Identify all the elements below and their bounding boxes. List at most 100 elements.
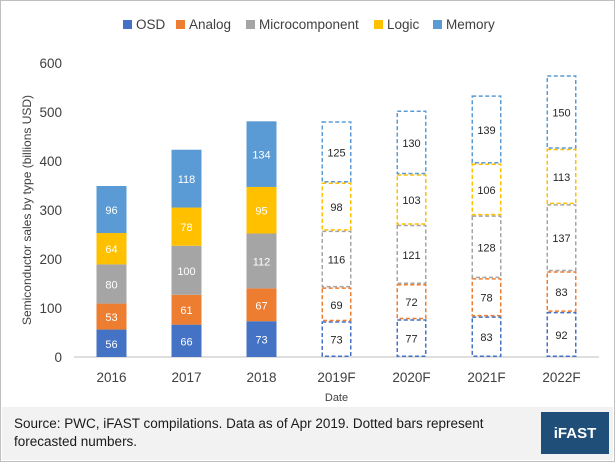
data-label: 83	[480, 332, 492, 344]
data-label: 106	[477, 185, 495, 197]
y-tick-label: 400	[39, 154, 62, 169]
data-label: 113	[553, 172, 571, 184]
data-label: 80	[105, 279, 117, 291]
data-label: 61	[180, 305, 192, 317]
bar-logic-2020f	[396, 174, 427, 225]
y-tick-label: 200	[39, 252, 62, 267]
data-label: 121	[402, 250, 420, 262]
bar-osd-2021f	[471, 316, 502, 357]
data-label: 139	[477, 125, 495, 137]
data-label: 103	[402, 195, 420, 207]
legend-swatch-analog	[176, 20, 185, 29]
y-tick-label: 300	[39, 203, 62, 218]
data-label: 130	[402, 138, 420, 150]
bar-memory-2020f	[396, 110, 427, 175]
bar-logic-2022f	[546, 148, 577, 205]
x-tick-label: 2016	[96, 370, 126, 385]
footer: Source: PWC, iFAST compilations. Data as…	[2, 407, 613, 460]
bar-memory-2017	[171, 149, 202, 208]
bar-memory-2021f	[471, 95, 502, 164]
data-label: 56	[105, 339, 117, 351]
bar-logic-2017	[171, 207, 202, 246]
x-tick-label: 2019F	[317, 370, 355, 385]
data-label: 72	[405, 297, 417, 309]
bar-microcomponent-2017	[171, 245, 202, 295]
bar-osd-2019f	[321, 321, 352, 358]
data-label: 77	[405, 334, 417, 346]
data-label: 116	[328, 255, 346, 267]
data-label: 69	[330, 300, 342, 312]
x-tick-label: 2022F	[542, 370, 580, 385]
data-label: 78	[480, 293, 492, 305]
y-tick-label: 0	[54, 350, 62, 365]
bar-osd-2016	[96, 329, 127, 357]
data-label: 118	[178, 174, 196, 186]
bar-logic-2019f	[321, 182, 352, 231]
data-label: 78	[180, 222, 192, 234]
stacked-bar-chart: OSD Analog Microcomponent Logic Memory 0 100 20…	[20, 17, 599, 404]
x-axis-title: Date	[325, 392, 348, 404]
data-label: 73	[330, 335, 342, 347]
data-label: 53	[105, 312, 117, 324]
bar-analog-2017	[171, 294, 202, 325]
bar-osd-2018	[246, 321, 277, 357]
bar-microcomponent-2018	[246, 233, 277, 289]
bar-microcomponent-2020f	[396, 224, 427, 284]
bar-analog-2019f	[321, 287, 352, 322]
ifast-logo: iFAST	[541, 412, 609, 454]
bar-microcomponent-2021f	[471, 215, 502, 279]
data-label: 67	[255, 300, 267, 312]
bar-osd-2022f	[546, 311, 577, 358]
data-label: 125	[327, 147, 345, 159]
data-label: 96	[105, 205, 117, 217]
bar-analog-2022f	[546, 271, 577, 312]
y-tick-label: 100	[39, 301, 62, 316]
data-label: 98	[330, 202, 342, 214]
data-label: 64	[105, 244, 117, 256]
source-note: Source: PWC, iFAST compilations. Data as…	[14, 416, 484, 449]
bar-analog-2020f	[396, 283, 427, 320]
y-axis-title: Semiconductor sales by type (billions US…	[20, 95, 34, 325]
bar-logic-2016	[96, 233, 127, 265]
bar-memory-2016	[96, 185, 127, 234]
bar-microcomponent-2019f	[321, 230, 352, 288]
bar-memory-2019f	[321, 121, 352, 183]
data-label: 137	[552, 233, 570, 245]
data-label: 134	[252, 150, 270, 162]
bar-osd-2017	[171, 324, 202, 357]
bar-analog-2016	[96, 303, 127, 330]
data-label: 73	[255, 335, 267, 347]
legend-label-analog: Analog	[189, 17, 231, 32]
data-label: 112	[253, 256, 271, 268]
x-tick-label: 2018	[246, 370, 276, 385]
bar-microcomponent-2016	[96, 264, 127, 304]
data-label: 95	[255, 206, 267, 218]
bar-osd-2020f	[396, 319, 427, 357]
bar-analog-2018	[246, 288, 277, 322]
data-label: 150	[552, 108, 570, 120]
bar-analog-2021f	[471, 278, 502, 317]
bar-memory-2018	[246, 121, 277, 187]
y-tick-label: 500	[39, 105, 62, 120]
x-tick-label: 2021F	[467, 370, 505, 385]
legend-swatch-logic	[374, 20, 383, 29]
legend-label-logic: Logic	[387, 17, 420, 32]
legend-label-memory: Memory	[446, 17, 495, 32]
x-tick-label: 2017	[171, 370, 201, 385]
x-tick-label: 2020F	[392, 370, 430, 385]
legend-label-microcomponent: Microcomponent	[259, 17, 359, 32]
bar-memory-2022f	[546, 75, 577, 149]
data-label: 92	[555, 330, 567, 342]
legend-swatch-microcomponent	[246, 20, 255, 29]
bar-logic-2018	[246, 186, 277, 234]
bar-microcomponent-2022f	[546, 204, 577, 272]
y-tick-label: 600	[39, 56, 62, 71]
data-label: 128	[477, 242, 495, 254]
data-label: 83	[555, 287, 567, 299]
legend-label-osd: OSD	[136, 17, 166, 32]
legend-swatch-osd	[123, 20, 132, 29]
data-label: 66	[180, 336, 192, 348]
bar-logic-2021f	[471, 163, 502, 216]
legend-swatch-memory	[433, 20, 442, 29]
